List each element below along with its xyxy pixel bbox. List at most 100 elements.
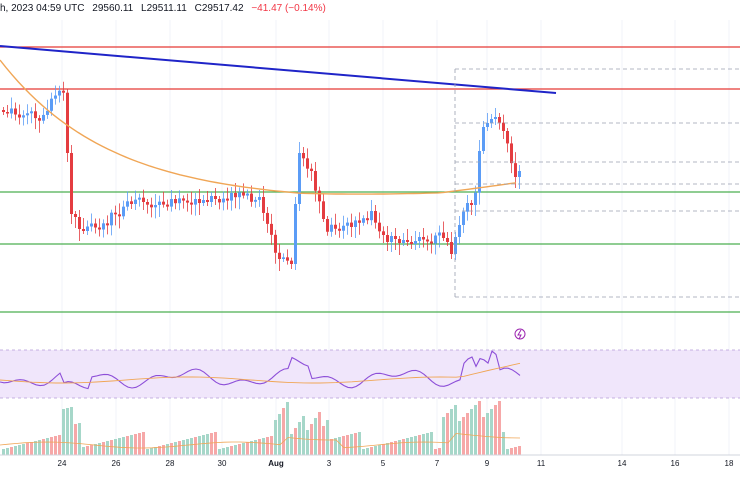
volume-bar [370,447,373,455]
candle-body [58,90,61,96]
candle-body [14,108,17,115]
volume-bar [454,405,457,455]
volume-bar [322,426,325,455]
header-change: −41.47 (−0.14%) [251,3,326,14]
volume-bar [362,449,365,455]
volume-bar [170,443,173,455]
volume-bar [146,449,149,455]
candle-body [422,237,425,240]
volume-bar [18,445,21,455]
volume-bar [442,417,445,455]
candle-body [110,212,113,226]
candle-body [378,222,381,232]
candle-body [362,218,365,223]
x-tick-label: 24 [58,459,67,468]
volume-bar [382,444,385,455]
candle-body [42,114,45,121]
candle-body [270,223,273,235]
candle-body [490,119,493,123]
candle-body [82,229,85,231]
ohlc-header: h, 2023 04:59 UTC 29560.11 L29511.11 C29… [0,3,331,14]
volume-bar [26,443,29,455]
volume-bar [326,420,329,455]
volume-bar [38,440,41,455]
candle-body [226,198,229,201]
candle-body [154,205,157,208]
volume-bar [422,434,425,455]
candle-body [314,171,317,191]
volume-bar [474,405,477,455]
volume-bar [210,433,213,455]
volume-bar [2,449,5,455]
volume-bar [22,444,25,455]
volume-bar [390,442,393,455]
candle-body [70,153,73,214]
volume-bar [78,423,81,455]
rsi-panel [0,349,740,399]
volume-bar [198,436,201,455]
candle-body [274,234,277,253]
candle-body [454,237,457,254]
volume-bar [278,414,281,455]
candle-body [122,206,125,217]
candle-body [442,232,445,238]
volume-bar [510,448,513,455]
volume-bar [98,443,101,455]
candle-body [282,257,285,259]
volume-bar [286,402,289,455]
volume-bar [514,447,517,455]
candle-body [494,117,497,119]
volume-bar [34,441,37,455]
candle-body [74,214,77,217]
volume-bar [398,440,401,455]
volume-bar [178,441,181,455]
volume-bar [250,441,253,455]
volume-bar [378,445,381,455]
rsi-line [0,350,521,390]
candle-body [330,224,333,232]
candle-body [366,218,369,221]
volume-bar [118,438,121,455]
volume-bar [10,447,13,455]
candle-body [518,171,521,177]
candle-body [114,212,117,215]
candle-body [322,201,325,219]
candle-body [102,223,105,230]
candle-body [22,115,25,118]
candle-body [178,198,181,204]
annotations [454,68,740,340]
candle-body [142,197,145,202]
volume-bar [302,416,305,455]
volume-bar [126,436,129,455]
volume-bar [426,433,429,455]
volume-bar [430,432,433,455]
volume-bar [290,434,293,455]
candle-body [186,200,189,203]
volume-bar [230,446,233,455]
candle-body [466,203,469,212]
volume-bar [502,432,505,455]
candle-body [238,192,241,198]
volume-bar [214,432,217,455]
candle-body [334,224,337,229]
candle-body [294,204,297,264]
candle-body [26,113,29,116]
volume-bar [254,440,257,455]
candle-body [206,200,209,202]
volume-bar [218,449,221,455]
volume-bar [446,413,449,455]
volume-bar [410,437,413,455]
volume-bar [162,445,165,455]
rsi-ma-line [0,362,521,384]
candle-body [174,199,177,204]
volume-bar [234,445,237,455]
x-tick-label: 5 [381,459,386,468]
header-low: L29511.11 [141,3,187,14]
volume-bar [394,441,397,455]
candle-body [170,199,173,207]
candle-body [254,199,257,202]
candle-body [510,143,513,164]
candle-body [30,111,33,114]
candle-body [146,202,149,205]
